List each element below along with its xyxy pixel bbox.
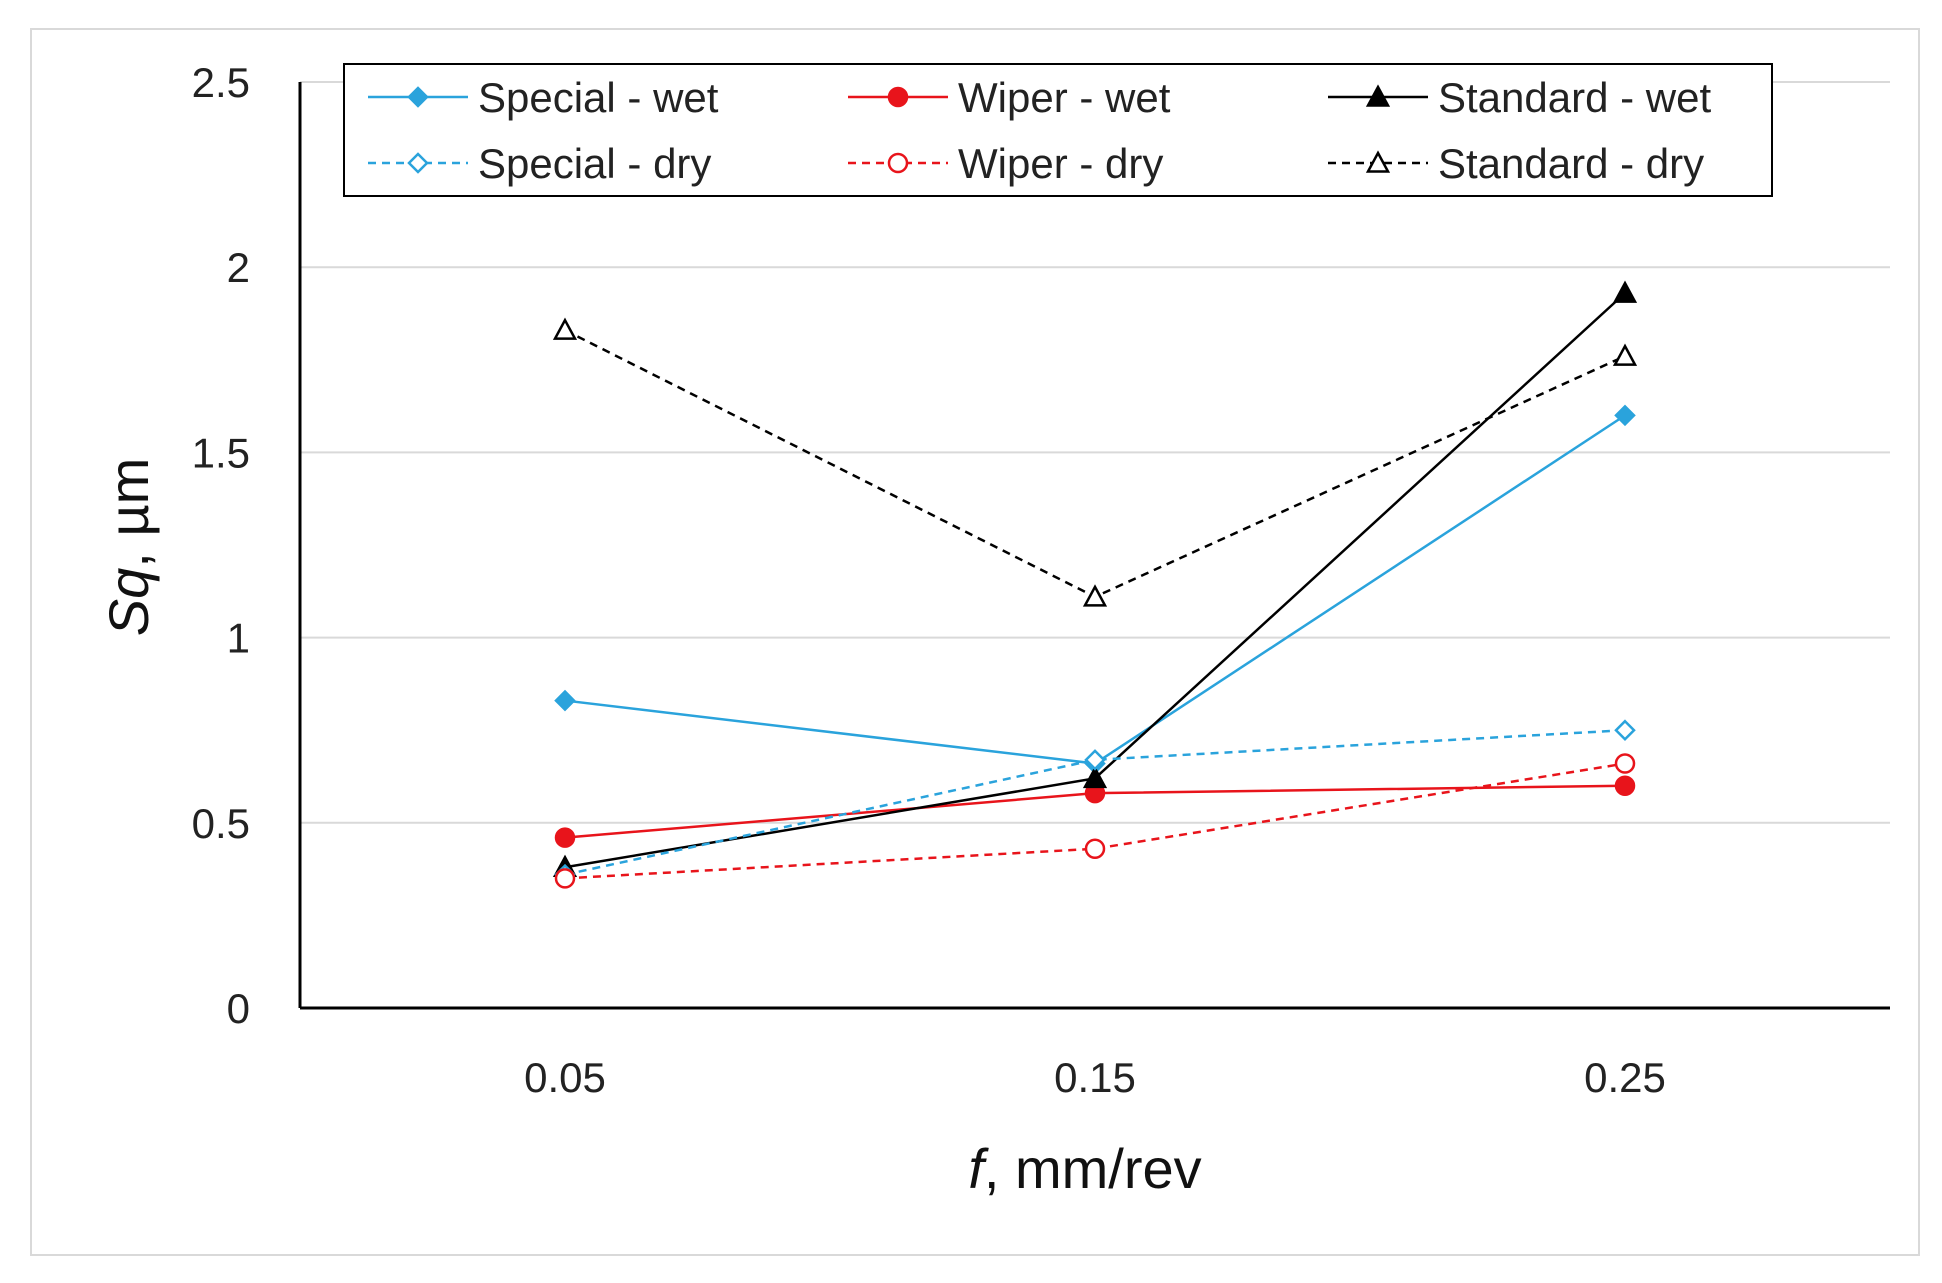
legend-box (343, 63, 1773, 197)
legend-label-2: Standard - wet (1438, 74, 1711, 121)
data-point-5-0 (552, 317, 578, 340)
legend: Special - wet Wiper - wet Standard - wet Sp… (343, 63, 1773, 197)
legend-marker-3 (407, 152, 429, 174)
data-point-1-0 (554, 827, 576, 848)
legend-label-4: Wiper - dry (958, 140, 1163, 187)
x-axis-title-unit: , mm/rev (984, 1137, 1202, 1200)
data-point-5-2 (1612, 343, 1638, 366)
legend-marker-5 (1365, 150, 1391, 173)
series-1 (554, 775, 1636, 848)
data-point-2-1 (1082, 765, 1108, 789)
series-line-3 (564, 728, 1626, 876)
legend-label-3: Special - dry (478, 140, 711, 187)
data-point-3-2 (1614, 719, 1636, 741)
y-tick-label-0: 0 (227, 985, 250, 1032)
series-4 (554, 753, 1636, 889)
chart-frame (30, 28, 1920, 1256)
series-5 (552, 317, 1638, 607)
legend-item-3: Special - dry (368, 140, 711, 187)
legend-item-4: Wiper - dry (848, 140, 1163, 187)
legend-label-0: Special - wet (478, 74, 719, 121)
y-tick-label-5: 2.5 (192, 59, 250, 106)
data-point-2-2 (1612, 280, 1638, 303)
legend-label-5: Standard - dry (1438, 140, 1704, 187)
series-line-5 (564, 329, 1626, 599)
y-axis-title: Sq, µm (97, 458, 160, 637)
x-tick-label-2: 0.25 (1584, 1054, 1666, 1101)
legend-item-1: Wiper - wet (848, 74, 1171, 121)
series-group (552, 280, 1638, 889)
x-tick-label-0: 0.05 (524, 1054, 606, 1101)
y-tick-label-1: 0.5 (192, 800, 250, 847)
data-point-4-1 (1084, 838, 1106, 859)
data-point-4-2 (1614, 753, 1636, 774)
x-tick-label-1: 0.15 (1054, 1054, 1136, 1101)
x-axis-title: f, mm/rev (968, 1137, 1201, 1200)
legend-marker-1 (887, 86, 909, 108)
data-point-4-0 (554, 868, 576, 889)
legend-label-1: Wiper - wet (958, 74, 1171, 121)
legend-marker-2 (1365, 84, 1391, 107)
y-tick-label-2: 1 (227, 615, 250, 662)
series-line-4 (564, 762, 1626, 880)
data-point-5-1 (1082, 584, 1108, 607)
axes (298, 82, 1890, 1010)
y-axis-title-symbol: Sq (97, 568, 160, 637)
data-point-0-2 (1614, 404, 1636, 427)
y-tick-label-4: 2 (227, 244, 250, 291)
y-tick-label-3: 1.5 (192, 429, 250, 476)
y-tick-labels: 0 0.5 1 1.5 2 2.5 (192, 59, 250, 1032)
data-point-3-1 (1084, 749, 1106, 771)
x-tick-labels: 0.05 0.15 0.25 (524, 1054, 1666, 1101)
data-point-0-0 (554, 689, 576, 712)
y-axis-title-unit: , µm (97, 458, 160, 568)
legend-item-5: Standard - dry (1328, 140, 1704, 187)
legend-item-2: Standard - wet (1328, 74, 1711, 121)
data-point-1-2 (1614, 775, 1636, 797)
legend-item-0: Special - wet (368, 74, 719, 121)
legend-marker-4 (887, 152, 909, 174)
legend-marker-0 (407, 86, 429, 108)
